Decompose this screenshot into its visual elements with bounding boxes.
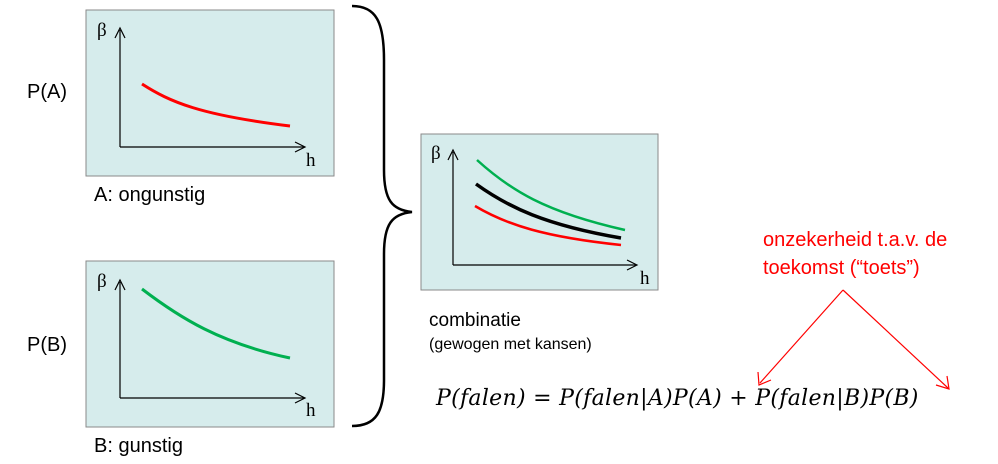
combination-note: (gewogen met kansen) [429, 336, 592, 353]
probability-b-label: P(B) [27, 334, 67, 356]
panel-combined-x-label: h [640, 268, 650, 289]
panel-b-y-label: β [97, 271, 107, 292]
uncertainty-arrows [757, 289, 950, 390]
panel-combined-y-label: β [431, 143, 441, 164]
panel-a [85, 9, 335, 177]
failure-probability-formula: P(falen) = P(falen|A)P(A) + P(falen|B)P(… [436, 386, 919, 411]
combined-curve-weighted [474, 182, 622, 240]
panel-b [85, 260, 335, 428]
probability-a-label: P(A) [27, 81, 67, 103]
combined-curve-favourable [476, 159, 626, 232]
panel-a-y-label: β [97, 20, 107, 41]
combined-curve-unfavourable [474, 204, 622, 247]
panel-a-curve-unfavourable [141, 82, 291, 128]
scenario-b-caption: B: gunstig [94, 435, 183, 457]
uncertainty-label-line2: toekomst (“toets”) [763, 257, 920, 279]
panel-b-curve-favourable [141, 287, 291, 360]
panel-a-x-label: h [306, 150, 316, 171]
combine-brace [351, 4, 413, 428]
scenario-a-caption: A: ongunstig [94, 184, 206, 206]
panel-b-x-label: h [306, 400, 316, 421]
uncertainty-label-line1: onzekerheid t.a.v. de [763, 229, 948, 251]
panel-combined [420, 133, 659, 291]
combination-caption: combinatie [429, 310, 521, 331]
